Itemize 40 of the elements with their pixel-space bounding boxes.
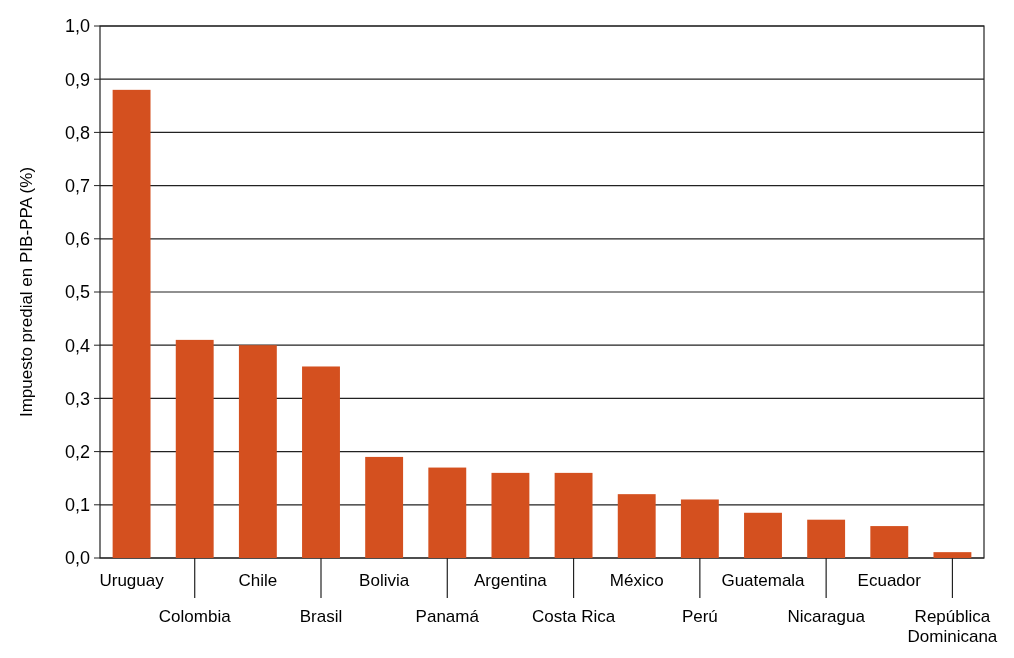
y-tick-label: 0,8	[64, 122, 90, 143]
y-tick-label: 0,4	[64, 335, 90, 356]
y-tick-label: 0,1	[64, 495, 90, 516]
x-tick-label: Brasil	[299, 606, 343, 626]
y-tick-label: 0,7	[64, 175, 90, 196]
x-tick-label: Guatemala	[721, 570, 806, 590]
x-tick-label: República Dominicana	[907, 606, 998, 646]
y-tick-label: 0,0	[64, 548, 90, 569]
bar	[554, 472, 593, 558]
y-axis-title: Impuesto predial en PIB-PPA (%)	[17, 166, 36, 418]
y-tick-label: 0,3	[64, 388, 90, 409]
y-tick-label: 0,2	[64, 441, 90, 462]
bar	[744, 512, 782, 558]
x-tick-label: Panamá	[415, 606, 480, 626]
y-tick-label: 1,0	[64, 16, 90, 37]
x-tick-label: Argentina	[474, 570, 548, 590]
y-tick-label: 0,5	[64, 282, 90, 303]
bar	[491, 472, 530, 558]
x-tick-label: Perú	[681, 606, 718, 626]
bar	[933, 552, 972, 558]
bar	[175, 339, 214, 558]
bar	[870, 526, 909, 558]
x-tick-label: Nicaragua	[787, 606, 866, 626]
y-tick-label: 0,6	[64, 229, 90, 250]
x-tick-label: Ecuador	[857, 570, 922, 590]
bar	[365, 456, 404, 558]
bar	[680, 499, 719, 558]
x-tick-label: Costa Rica	[532, 606, 616, 626]
bar	[428, 467, 467, 558]
bar	[112, 89, 151, 558]
y-tick-label: 0,9	[64, 69, 90, 90]
x-tick-label: Bolivia	[359, 570, 410, 590]
bar	[302, 366, 340, 558]
bar	[238, 345, 277, 558]
x-tick-label: Colombia	[158, 606, 232, 626]
x-tick-label: Uruguay	[99, 570, 165, 590]
bar	[807, 519, 846, 558]
x-tick-label: México	[609, 570, 664, 590]
bar	[617, 494, 656, 558]
x-tick-label: Chile	[238, 570, 278, 590]
